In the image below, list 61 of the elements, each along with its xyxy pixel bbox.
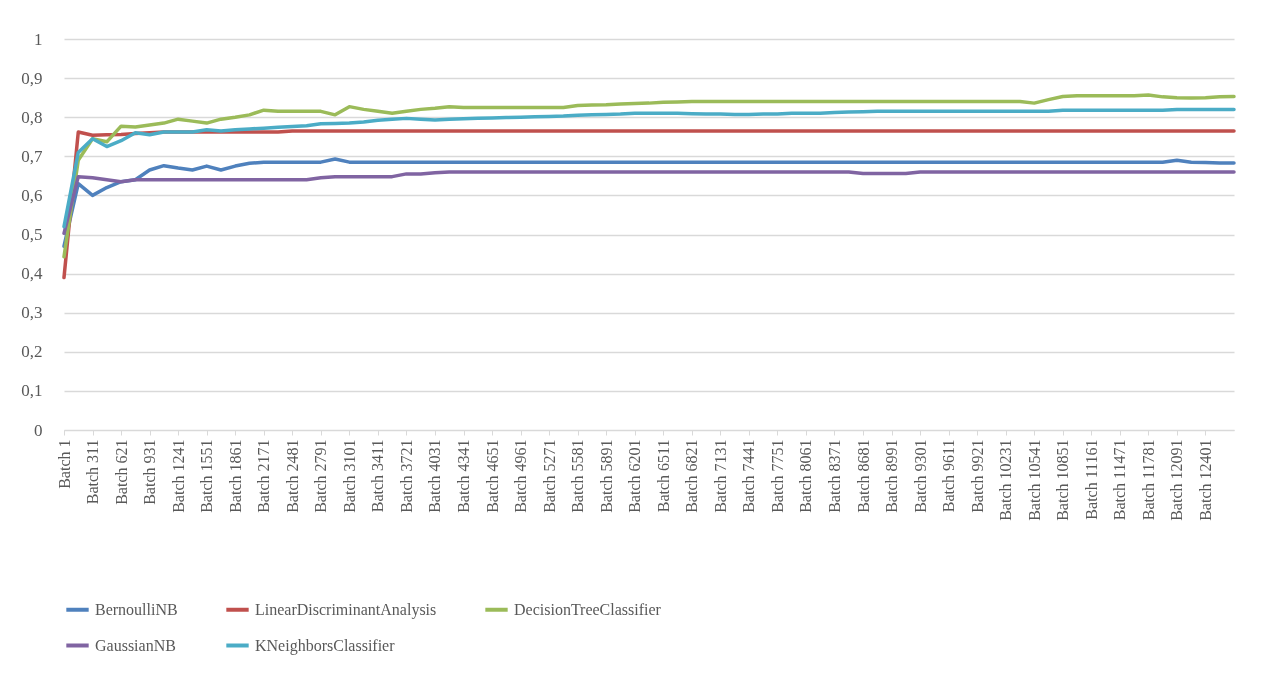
x-tick-label: Batch 5581: [569, 439, 587, 513]
x-tick-label: Batch 2481: [283, 439, 301, 513]
x-tick-label: Batch 9921: [968, 439, 986, 513]
line-series: [62, 170, 1236, 236]
x-tick-label: Batch 5271: [540, 439, 558, 513]
x-tick-label: Batch 9301: [911, 439, 929, 513]
x-tick-label: Batch 8061: [797, 439, 815, 513]
x-tick-label: Batch 4651: [483, 439, 501, 513]
x-tick-label: Batch 4341: [455, 439, 473, 513]
x-tick-label: Batch 1: [55, 439, 73, 489]
x-tick-label: Batch 7441: [740, 439, 758, 513]
x-tick-label: Batch 9611: [940, 439, 958, 513]
legend-label: LinearDiscriminantAnalysis: [255, 600, 437, 619]
x-tick-label: Batch 621: [112, 439, 130, 505]
x-tick-label: Batch 10851: [1054, 439, 1072, 521]
line-series: [62, 107, 1236, 229]
y-tick-label: 0: [34, 420, 43, 440]
x-tick-label: Batch 6821: [683, 439, 701, 513]
x-tick-label: Batch 4961: [512, 439, 530, 513]
x-tick-label: Batch 7131: [711, 439, 729, 513]
y-tick-label: 0,3: [21, 303, 43, 323]
legend-label: GaussianNB: [95, 636, 176, 654]
x-tick-label: Batch 5891: [597, 439, 615, 513]
legend-label: DecisionTreeClassifier: [514, 600, 662, 618]
y-tick-label: 0,6: [21, 185, 43, 205]
x-tick-label: Batch 4031: [426, 439, 444, 513]
x-tick-label: Batch 11161: [1082, 439, 1100, 520]
y-tick-label: 0,2: [21, 342, 43, 362]
y-tick-label: 0,7: [21, 146, 43, 166]
y-tick-label: 0,1: [21, 381, 43, 401]
x-tick-label: Batch 7751: [768, 439, 786, 513]
x-tick-label: Batch 1551: [198, 439, 216, 513]
y-tick-label: 0,5: [21, 225, 43, 244]
y-tick-label: 0,9: [21, 68, 43, 88]
x-tick-label: Batch 11781: [1139, 439, 1157, 521]
x-tick-label: Batch 12091: [1168, 439, 1186, 521]
x-tick-label: Batch 8371: [825, 439, 843, 513]
x-tick-label: Batch 3101: [340, 439, 358, 513]
x-tick-label: Batch 931: [141, 439, 159, 505]
x-tick-label: Batch 311: [84, 439, 102, 505]
y-tick-label: 1: [34, 29, 43, 49]
x-tick-label: Batch 3721: [397, 439, 415, 513]
x-tick-label: Batch 10541: [1025, 439, 1043, 521]
x-tick-label: Batch 8991: [883, 439, 901, 513]
x-tick-label: Batch 6201: [626, 439, 644, 513]
x-tick-label: Batch 6511: [654, 439, 672, 513]
line-series: [62, 93, 1236, 259]
x-tick-label: Batch 11471: [1111, 439, 1129, 521]
x-tick-label: Batch 8681: [854, 439, 872, 513]
x-tick-label: Batch 3411: [369, 439, 387, 513]
x-tick-label: Batch 2171: [255, 439, 273, 513]
y-tick-label: 0,4: [21, 264, 43, 284]
legend-label: BernoulliNB: [95, 600, 178, 618]
x-tick-label: Batch 1241: [169, 439, 187, 513]
line-series: [62, 157, 1236, 248]
x-tick-label: Batch 12401: [1196, 439, 1214, 521]
x-tick-label: Batch 10231: [997, 439, 1015, 521]
y-tick-label: 0,8: [21, 107, 43, 127]
x-tick-label: Batch 1861: [226, 439, 244, 513]
x-tick-label: Batch 2791: [312, 439, 330, 513]
legend-label: KNeighborsClassifier: [255, 636, 396, 655]
